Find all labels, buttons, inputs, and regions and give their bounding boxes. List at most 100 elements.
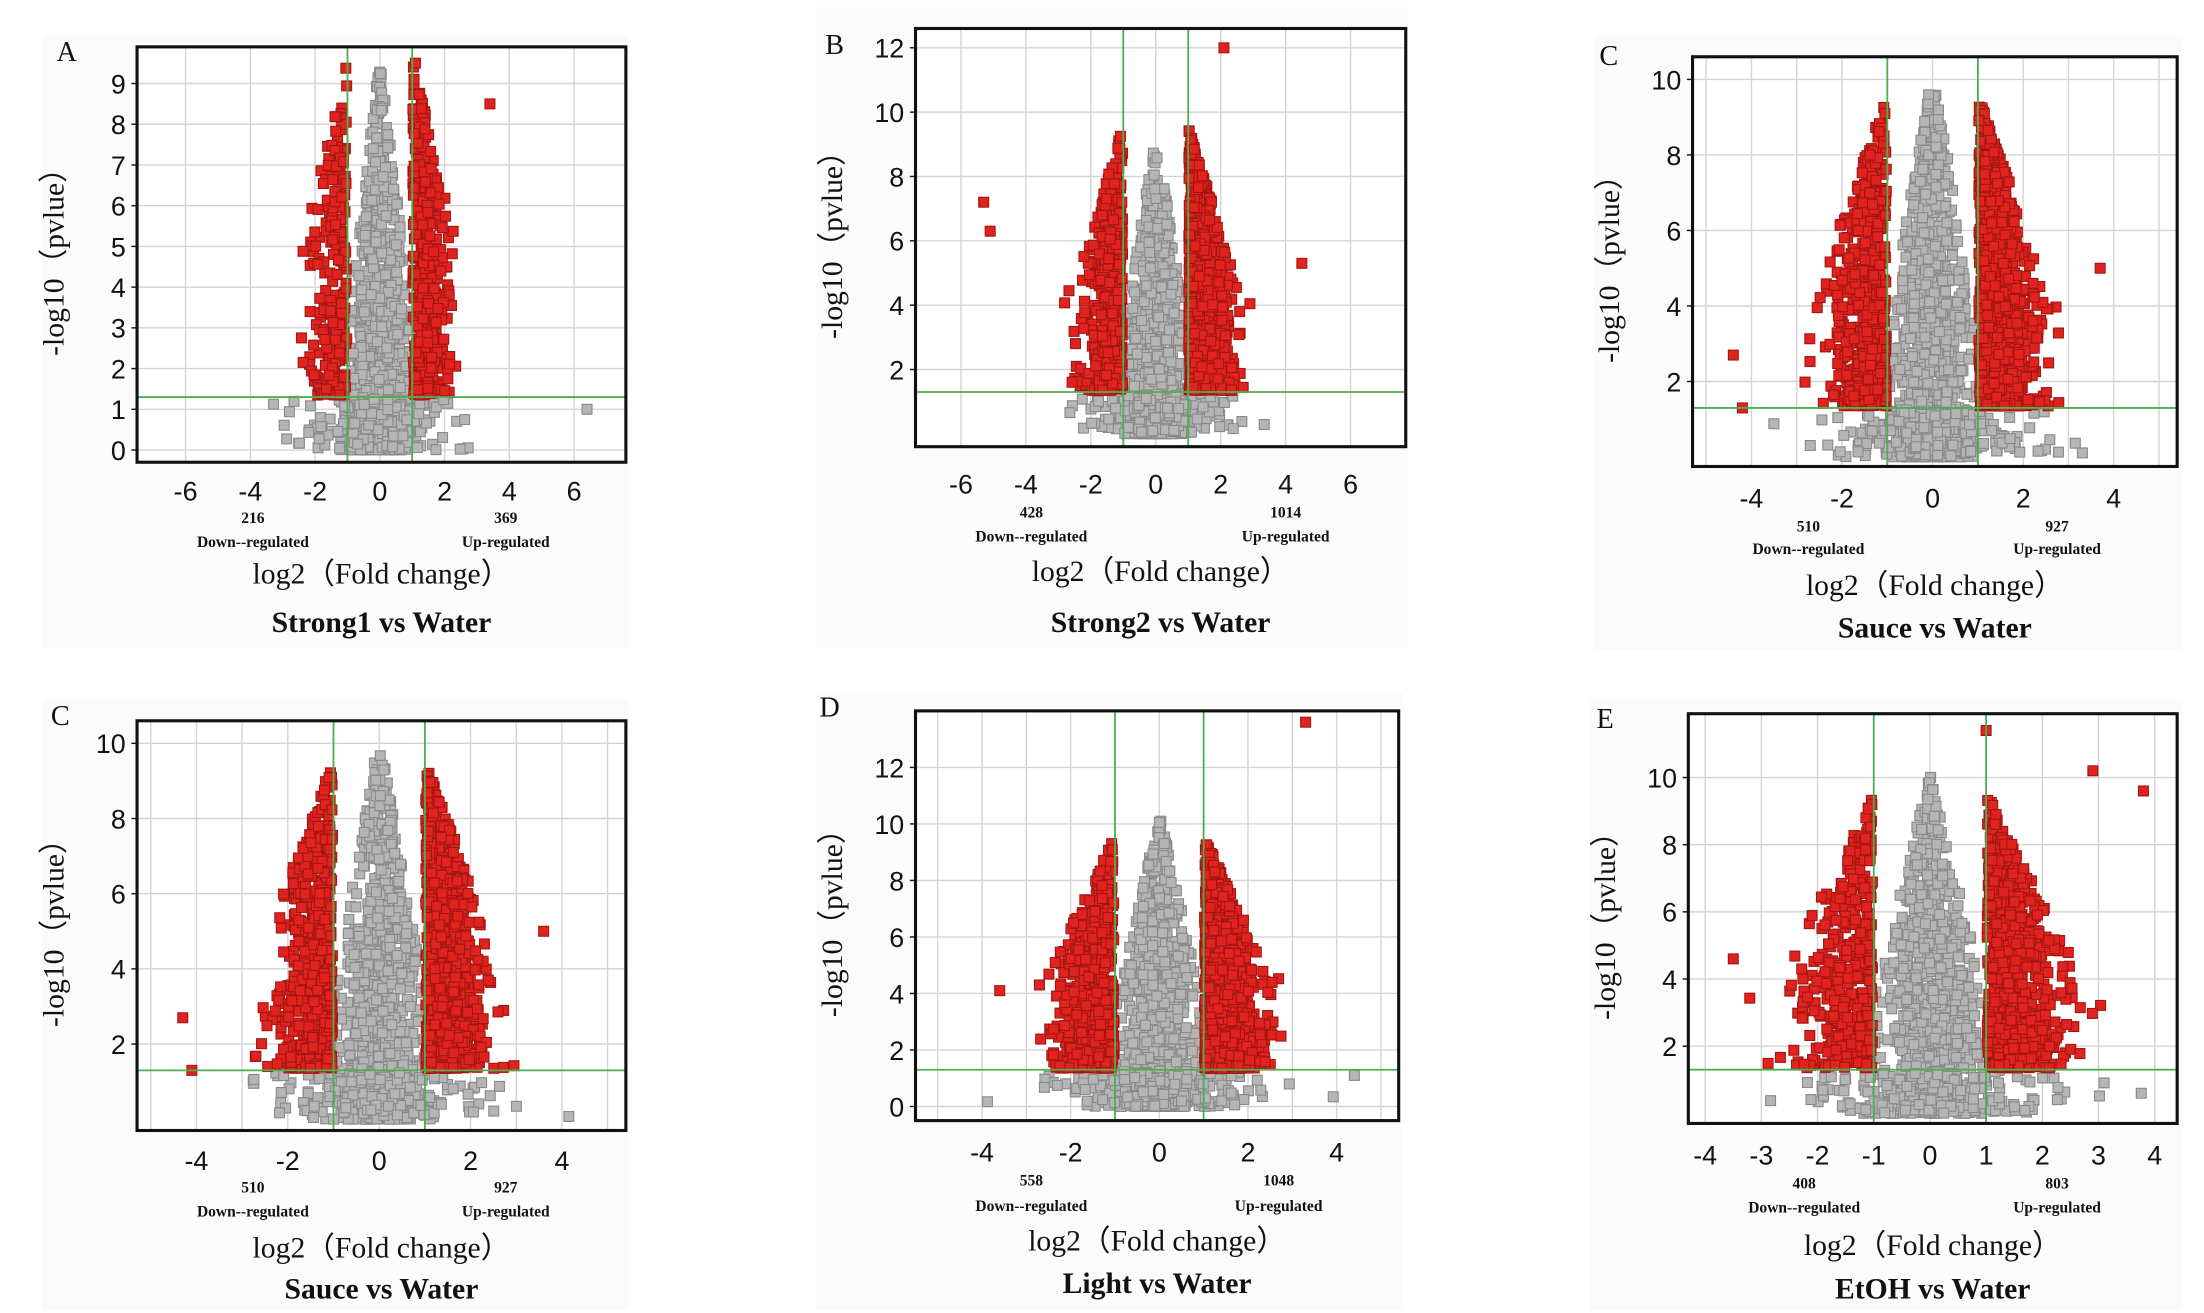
significant-gene-point — [1196, 170, 1208, 182]
significant-gene-point — [333, 347, 345, 359]
nonsignificant-gene-point — [1064, 407, 1076, 419]
significant-gene-point — [327, 317, 339, 329]
x-tick-label: 2 — [437, 476, 452, 506]
y-tick-label: 5 — [111, 232, 126, 262]
y-tick-label: 4 — [111, 273, 126, 303]
nonsignificant-gene-point — [391, 266, 403, 278]
nonsignificant-gene-point — [1165, 288, 1177, 300]
nonsignificant-gene-point — [1168, 307, 1180, 319]
significant-gene-point — [433, 198, 445, 210]
significant-gene-point — [412, 384, 424, 396]
significant-gene-point — [422, 206, 434, 218]
nonsignificant-gene-point — [1150, 192, 1162, 204]
significant-gene-point — [412, 137, 424, 149]
nonsignificant-gene-point — [332, 425, 344, 437]
significant-gene-point — [442, 373, 454, 385]
down-regulated-label: Down--regulated — [975, 528, 1087, 545]
significant-gene-point — [1104, 276, 1116, 288]
nonsignificant-gene-point — [267, 398, 280, 410]
significant-gene-point — [1093, 248, 1105, 260]
nonsignificant-gene-point — [1140, 392, 1152, 404]
nonsignificant-gene-point — [1135, 426, 1147, 438]
nonsignificant-gene-point — [313, 433, 325, 445]
nonsignificant-gene-point — [1136, 315, 1148, 327]
nonsignificant-gene-point — [315, 421, 327, 433]
significant-gene-point — [334, 389, 346, 401]
significant-gene-point — [309, 226, 321, 238]
nonsignificant-gene-point — [380, 210, 392, 222]
significant-gene-point — [1205, 335, 1217, 347]
significant-gene-point — [295, 332, 307, 344]
significant-gene-point — [426, 351, 438, 363]
significant-gene-point — [428, 282, 440, 294]
significant-gene-point — [425, 163, 437, 175]
nonsignificant-gene-point — [1122, 421, 1134, 434]
nonsignificant-gene-point — [1946, 249, 1958, 261]
significant-gene-point — [1296, 257, 1308, 269]
y-tick-label: 10 — [874, 98, 904, 128]
nonsignificant-gene-point — [1150, 335, 1162, 347]
x-tick-label: -4 — [238, 476, 262, 506]
data-points — [267, 57, 593, 456]
nonsignificant-gene-point — [382, 142, 394, 154]
nonsignificant-gene-point — [303, 426, 315, 438]
significant-gene-point — [411, 301, 423, 313]
panel-letter: C — [1599, 41, 1618, 72]
significant-gene-point — [1100, 193, 1112, 205]
x-tick-label: 6 — [1343, 469, 1358, 499]
nonsignificant-gene-point — [382, 404, 394, 416]
significant-gene-point — [1193, 159, 1205, 171]
nonsignificant-gene-point — [1149, 183, 1161, 195]
significant-gene-point — [1096, 330, 1108, 342]
significant-gene-point — [1212, 373, 1224, 385]
nonsignificant-gene-point — [366, 194, 378, 206]
significant-gene-point — [1106, 308, 1118, 320]
nonsignificant-gene-point — [1167, 279, 1179, 291]
nonsignificant-gene-point — [379, 162, 391, 174]
nonsignificant-gene-point — [283, 406, 295, 418]
significant-gene-point — [413, 88, 425, 101]
nonsignificant-gene-point — [1156, 281, 1168, 293]
down-regulated-count: 428 — [1020, 504, 1044, 521]
significant-gene-point — [415, 103, 427, 115]
nonsignificant-gene-point — [1954, 323, 1966, 335]
significant-gene-point — [312, 258, 324, 270]
significant-gene-point — [1244, 298, 1256, 310]
significant-gene-point — [1234, 306, 1246, 318]
y-tick-label: 2 — [889, 355, 904, 385]
nonsignificant-gene-point — [1151, 152, 1163, 164]
x-tick-label: -4 — [1014, 469, 1038, 499]
significant-gene-point — [336, 307, 348, 319]
significant-gene-point — [1226, 362, 1238, 374]
nonsignificant-gene-point — [334, 442, 346, 454]
nonsignificant-gene-point — [356, 284, 368, 296]
y-tick-label: 1 — [111, 395, 126, 425]
significant-gene-point — [1103, 253, 1115, 265]
significant-gene-point — [435, 265, 447, 277]
nonsignificant-gene-point — [1919, 115, 1931, 127]
nonsignificant-gene-point — [392, 328, 404, 340]
significant-gene-point — [439, 210, 451, 222]
significant-gene-point — [1216, 290, 1228, 302]
y-tick-label: 12 — [874, 34, 904, 64]
nonsignificant-gene-point — [370, 236, 382, 248]
significant-gene-point — [1104, 233, 1116, 245]
nonsignificant-gene-point — [375, 104, 387, 116]
significant-gene-point — [422, 382, 434, 394]
significant-gene-point — [1233, 329, 1245, 341]
up-regulated-count: 369 — [494, 510, 518, 527]
significant-gene-point — [1197, 300, 1209, 312]
significant-gene-point — [312, 203, 324, 215]
nonsignificant-gene-point — [1158, 183, 1170, 195]
nonsignificant-gene-point — [1214, 421, 1226, 433]
significant-gene-point — [417, 282, 429, 294]
significant-gene-point — [978, 196, 990, 208]
significant-gene-point — [327, 234, 339, 246]
nonsignificant-gene-point — [377, 171, 389, 183]
nonsignificant-gene-point — [349, 417, 361, 429]
significant-gene-point — [1217, 301, 1229, 313]
significant-gene-point — [447, 225, 459, 237]
nonsignificant-gene-point — [1173, 402, 1185, 415]
significant-gene-point — [1059, 297, 1071, 309]
significant-gene-point — [340, 283, 352, 295]
